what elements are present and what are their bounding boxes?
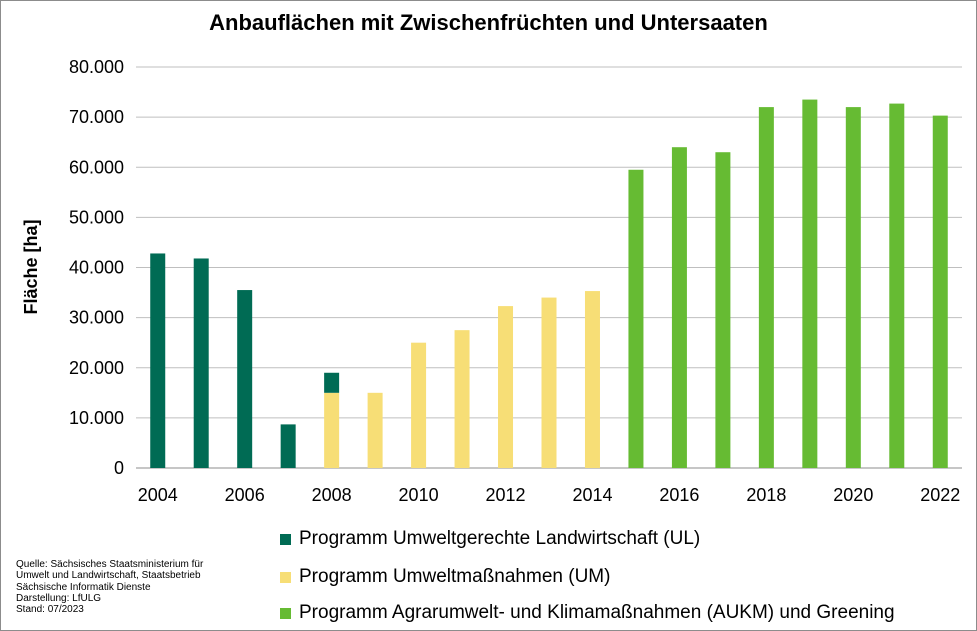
x-tick-label: 2012 xyxy=(486,485,526,505)
x-tick-label: 2008 xyxy=(312,485,352,505)
legend-label-aukm: Programm Agrarumwelt- und Klimamaßnahmen… xyxy=(299,602,895,623)
x-tick-label: 2018 xyxy=(746,485,786,505)
legend-item-aukm: Programm Agrarumwelt- und Klimamaßnahmen… xyxy=(280,602,895,624)
legend-swatch-um xyxy=(280,571,291,583)
bar xyxy=(498,306,514,468)
bar xyxy=(150,253,166,468)
x-tick-label: 2010 xyxy=(399,485,439,505)
bar xyxy=(715,152,731,468)
x-tick-label: 2022 xyxy=(920,485,960,505)
bar xyxy=(584,291,600,468)
bar xyxy=(193,258,209,468)
y-tick-label: 20.000 xyxy=(69,358,124,378)
source-line: Umwelt und Landwirtschaft, Staatsbetrieb xyxy=(16,570,201,582)
bar xyxy=(367,392,383,468)
y-tick-label: 70.000 xyxy=(69,107,124,127)
legend-swatch-aukm xyxy=(280,607,291,619)
y-tick-label: 50.000 xyxy=(69,207,124,227)
bar xyxy=(845,107,861,468)
bar xyxy=(324,392,340,468)
bar xyxy=(802,99,818,469)
x-tick-label: 2004 xyxy=(138,485,178,505)
source-line: Quelle: Sächsisches Staatsministerium fü… xyxy=(16,559,204,570)
y-tick-label: 40.000 xyxy=(69,258,124,278)
chart-title: Anbauflächen mit Zwischenfrüchten und Un… xyxy=(209,10,768,35)
bar xyxy=(237,290,253,468)
bar xyxy=(758,107,774,468)
legend-label-um: Programm Umweltmaßnahmen (UM) xyxy=(299,566,611,587)
y-tick-label: 10.000 xyxy=(69,408,124,428)
bar xyxy=(628,169,644,468)
y-tick-label: 60.000 xyxy=(69,157,124,177)
y-tick-label: 80.000 xyxy=(69,57,124,77)
y-tick-label: 30.000 xyxy=(69,308,124,328)
bar xyxy=(454,330,470,468)
source-line: Stand: 07/2023 xyxy=(16,604,84,616)
bar xyxy=(932,115,948,468)
legend-item-um: Programm Umweltmaßnahmen (UM) xyxy=(280,566,610,588)
bar xyxy=(889,103,905,468)
bar xyxy=(411,342,427,468)
y-tick-label: 0 xyxy=(114,458,124,478)
x-tick-label: 2006 xyxy=(225,485,265,505)
source-note: Quelle: Sächsisches Staatsministerium fü… xyxy=(16,559,203,615)
source-line: Darstellung: LfULG xyxy=(16,592,102,604)
bar xyxy=(541,297,557,468)
y-axis-label: Fläche [ha] xyxy=(21,219,41,314)
x-tick-label: 2014 xyxy=(572,485,612,505)
bar xyxy=(324,372,340,393)
bar xyxy=(671,147,687,468)
legend-item-ul: Programm Umweltgerechte Landwirtschaft (… xyxy=(280,528,700,550)
source-line: Sächsische Informatik Dienste xyxy=(16,581,151,593)
x-tick-label: 2020 xyxy=(833,485,873,505)
x-tick-label: 2016 xyxy=(659,485,699,505)
legend-label-ul: Programm Umweltgerechte Landwirtschaft (… xyxy=(299,528,701,549)
legend-swatch-ul xyxy=(280,533,291,545)
bar xyxy=(280,424,296,468)
